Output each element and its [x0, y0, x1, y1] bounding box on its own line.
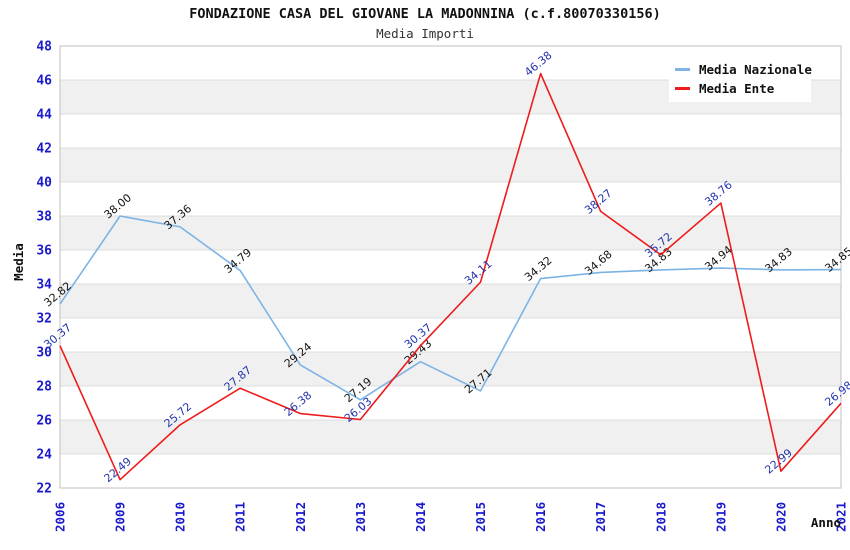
x-tick-label: 2017 [593, 502, 608, 532]
x-tick-label: 2015 [473, 502, 488, 532]
blue-line-swatch [675, 68, 690, 71]
plot-band [60, 284, 841, 318]
plot-band [60, 386, 841, 420]
legend: Media Nazionale Media Ente [669, 57, 812, 102]
chart-title: FONDAZIONE CASA DEL GIOVANE LA MADONNINA… [189, 6, 661, 22]
x-tick-label: 2020 [773, 502, 788, 532]
y-tick-label: 42 [36, 142, 52, 157]
plot-band [60, 250, 841, 284]
x-tick-label: 2011 [233, 502, 248, 532]
y-tick-label: 28 [36, 380, 52, 395]
x-axis-title: Anno [811, 515, 841, 530]
y-tick-label: 24 [36, 448, 52, 463]
series-line-media-nazionale [59, 215, 842, 401]
plot-border [59, 45, 842, 489]
y-tick-label: 22 [36, 482, 52, 497]
plot-band [60, 148, 841, 182]
y-tick-label: 30 [36, 346, 52, 361]
plot-band [60, 182, 841, 216]
y-tick-label: 46 [36, 74, 52, 89]
plot-band [60, 114, 841, 148]
y-tick-label: 36 [36, 244, 52, 259]
x-tick-label: 2018 [653, 502, 668, 532]
y-tick-label: 38 [36, 210, 52, 225]
legend-item-media-nazionale: Media Nazionale [675, 60, 812, 79]
x-tick-label: 2012 [293, 502, 308, 532]
y-axis-title: Media [11, 243, 26, 281]
y-tick-label: 34 [36, 278, 52, 293]
series-line-media-ente [59, 72, 842, 481]
y-tick-label: 32 [36, 312, 52, 327]
x-tick-label: 2006 [53, 502, 68, 532]
x-tick-label: 2010 [173, 502, 188, 532]
x-tick-label: 2013 [353, 502, 368, 532]
plot-band [60, 454, 841, 488]
x-tick-label: 2014 [413, 502, 428, 532]
plot-band [60, 216, 841, 250]
y-tick-label: 26 [36, 414, 52, 429]
y-tick-label: 48 [36, 40, 52, 55]
legend-item-media-ente: Media Ente [675, 79, 811, 98]
x-tick-label: 2021 [834, 502, 849, 532]
plot-band [60, 420, 841, 454]
x-tick-label: 2009 [113, 502, 128, 532]
x-tick-label: 2016 [533, 502, 548, 532]
y-tick-label: 44 [36, 108, 52, 123]
plot-band [60, 352, 841, 386]
plot-band [60, 318, 841, 352]
legend-label-media-ente: Media Ente [699, 81, 775, 96]
legend-label-media-nazionale: Media Nazionale [699, 62, 812, 77]
chart-subtitle: Media Importi [376, 26, 474, 41]
y-tick-label: 40 [36, 176, 52, 191]
x-tick-label: 2019 [713, 502, 728, 532]
red-line-swatch [675, 87, 690, 90]
